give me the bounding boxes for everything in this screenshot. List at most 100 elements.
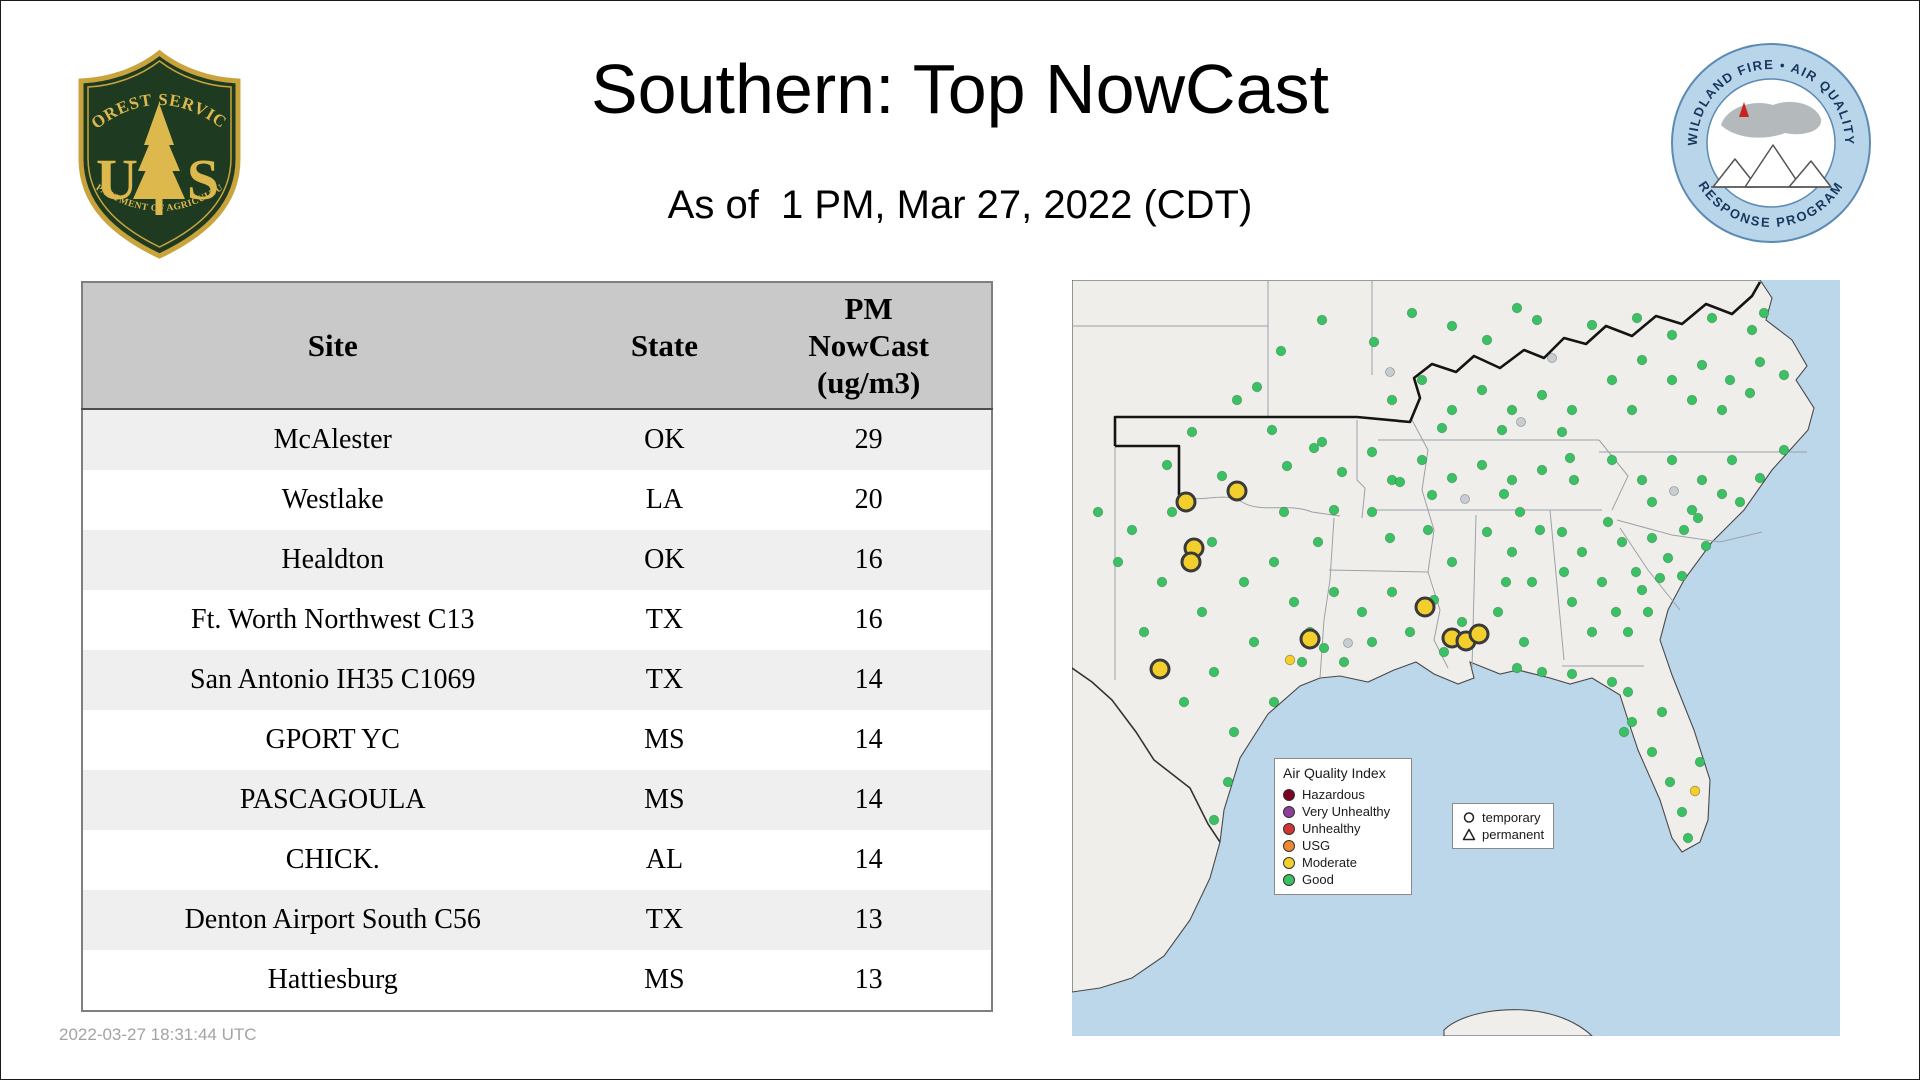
monitor-good	[1231, 394, 1243, 406]
monitor-good	[1511, 662, 1523, 674]
monitor-good	[1616, 536, 1628, 548]
monitor-moderate-temporary	[1180, 551, 1202, 573]
table-row: CHICK. AL 14	[82, 830, 992, 890]
monitor-good	[1338, 656, 1350, 668]
monitor-good	[1268, 556, 1280, 568]
nowcast-table-panel: Site State PM NowCast (ug/m3) McAlester O…	[81, 281, 993, 1012]
monitor-good	[1498, 488, 1510, 500]
table-row: PASCAGOULA MS 14	[82, 770, 992, 830]
monitor-good	[1318, 642, 1330, 654]
monitor-good	[1506, 404, 1518, 416]
monitor-good	[1686, 504, 1698, 516]
monitor-good	[1481, 334, 1493, 346]
page-title: Southern: Top NowCast	[590, 50, 1329, 128]
state-cell: OK	[644, 544, 685, 575]
monitor-good	[1126, 524, 1138, 536]
table-row: Westlake LA 20	[82, 470, 992, 530]
monitor-good	[1166, 506, 1178, 518]
aqi-legend-label: USG	[1302, 838, 1331, 853]
monitor-good	[1156, 576, 1168, 588]
monitor-good	[1404, 626, 1416, 638]
monitor-good	[1642, 606, 1654, 618]
monitor-no-data	[1547, 353, 1557, 363]
monitor-good	[1564, 452, 1576, 464]
site-cell: PASCAGOULA	[239, 784, 426, 815]
monitor-no-data	[1669, 486, 1679, 496]
aqi-legend-label: Very Unhealthy	[1302, 804, 1391, 819]
monitor-good	[1534, 524, 1546, 536]
monitor-good	[1336, 466, 1348, 478]
monitor-good	[1606, 676, 1618, 688]
monitor-good	[1724, 374, 1736, 386]
monitor-no-data	[1343, 638, 1353, 648]
nowcast-table-body: McAlester OK 29 Westlake LA 20 Healdton OK 16 Ft.…	[82, 409, 992, 1011]
monitor-good	[1456, 616, 1468, 628]
aqi-legend-item: Hazardous	[1283, 786, 1403, 803]
marker-type-label: temporary	[1482, 810, 1541, 825]
monitor-moderate-permanent	[1284, 654, 1296, 666]
aqi-legend-item: Good	[1283, 871, 1403, 888]
monitor-good	[1758, 307, 1770, 319]
monitor-good	[1636, 354, 1648, 366]
site-cell: Denton Airport South C56	[184, 904, 481, 935]
monitor-good	[1682, 832, 1694, 844]
monitor-good	[1496, 424, 1508, 436]
monitor-good	[1278, 506, 1290, 518]
state-cell: OK	[644, 424, 685, 455]
table-header-row: Site State PM NowCast (ug/m3)	[82, 282, 992, 410]
monitor-good	[1251, 381, 1263, 393]
monitor-good	[1446, 472, 1458, 484]
monitor-good	[1476, 384, 1488, 396]
monitor-good	[1366, 506, 1378, 518]
aqi-color-swatch-icon	[1283, 788, 1295, 801]
monitor-good	[1566, 404, 1578, 416]
monitor-good	[1586, 319, 1598, 331]
monitor-good	[1526, 576, 1538, 588]
monitor-good	[1626, 404, 1638, 416]
monitor-good	[1446, 320, 1458, 332]
monitor-good	[1746, 324, 1758, 336]
monitor-good	[1161, 459, 1173, 471]
table-row: Denton Airport South C56 TX 13	[82, 890, 992, 950]
monitor-good	[1446, 556, 1458, 568]
monitor-good	[1366, 446, 1378, 458]
monitor-moderate-temporary	[1175, 491, 1197, 513]
monitor-good	[1778, 444, 1790, 456]
monitor-good	[1386, 394, 1398, 406]
aqi-color-swatch-icon	[1283, 856, 1295, 869]
monitor-good	[1536, 389, 1548, 401]
aqi-legend-label: Hazardous	[1302, 787, 1365, 802]
permanent-monitor-icon	[1462, 828, 1476, 841]
site-cell: CHICK.	[285, 844, 380, 875]
monitor-good	[1646, 532, 1658, 544]
monitor-good	[1394, 476, 1406, 488]
page-subtitle: As of 1 PM, Mar 27, 2022 (CDT)	[667, 183, 1253, 227]
monitor-good	[1778, 369, 1790, 381]
monitor-good	[1514, 506, 1526, 518]
site-cell: Westlake	[281, 484, 384, 515]
monitor-good	[1481, 526, 1493, 538]
table-row: Ft. Worth Northwest C13 TX 16	[82, 590, 992, 650]
moderate-temporary-layer	[1149, 480, 1490, 680]
island-cuba	[1443, 1009, 1593, 1036]
monitor-good	[1602, 516, 1614, 528]
pm-value-cell: 14	[854, 664, 883, 695]
monitor-good	[1228, 726, 1240, 738]
monitor-good	[1696, 359, 1708, 371]
aqi-color-swatch-icon	[1283, 805, 1295, 818]
nowcast-table: Site State PM NowCast (ug/m3) McAlester O…	[81, 281, 993, 1012]
monitor-good	[1222, 776, 1234, 788]
monitor-good	[1556, 526, 1568, 538]
forest-service-logo: FOREST SERVICE U S DEPARTMENT OF AGRICUL…	[67, 47, 241, 259]
table-row: Healdton OK 16	[82, 530, 992, 590]
col-header-pm-nowcast: PM NowCast (ug/m3)	[746, 282, 992, 410]
table-row: San Antonio IH35 C1069 TX 14	[82, 650, 992, 710]
site-cell: Healdton	[281, 544, 385, 575]
monitor-good	[1536, 666, 1548, 678]
monitor-good	[1666, 454, 1678, 466]
pm-value-cell: 20	[854, 484, 883, 515]
site-cell: San Antonio IH35 C1069	[190, 664, 476, 695]
good-monitors-layer	[1092, 302, 1790, 844]
monitor-good	[1476, 459, 1488, 471]
monitor-good	[1666, 374, 1678, 386]
